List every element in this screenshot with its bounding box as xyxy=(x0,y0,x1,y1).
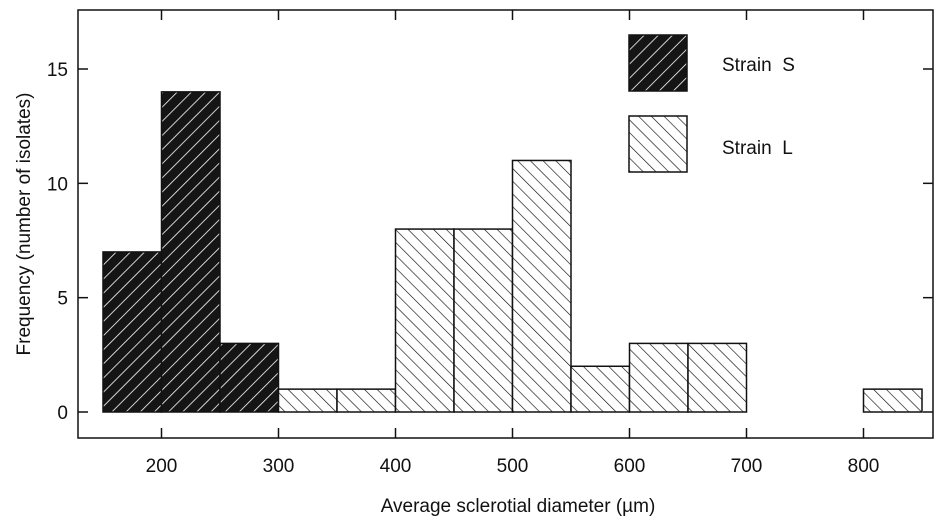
x-tick-label-300: 300 xyxy=(263,456,295,477)
x-tick-label-600: 600 xyxy=(614,456,646,477)
legend-label-strain-s: Strain S xyxy=(722,55,795,76)
bar-strain-s-200 xyxy=(160,91,221,413)
y-tick-label-0: 0 xyxy=(57,403,68,424)
x-tick-label-500: 500 xyxy=(497,456,529,477)
bars-group xyxy=(102,91,923,413)
legend-swatch-strain-l xyxy=(628,115,688,173)
y-tick-label-15: 15 xyxy=(47,60,68,81)
bar-strain-s-150 xyxy=(102,251,163,413)
y-tick-label-10: 10 xyxy=(47,174,68,195)
bar-strain-l-400 xyxy=(394,228,455,413)
x-tick-label-700: 700 xyxy=(731,456,763,477)
legend: Strain S Strain L xyxy=(628,34,795,173)
plot-frame xyxy=(77,9,934,439)
legend-swatch-strain-s xyxy=(628,34,688,92)
bar-strain-l-350 xyxy=(336,388,397,413)
bar-strain-s-250 xyxy=(219,342,280,413)
x-tick-label-800: 800 xyxy=(848,456,880,477)
y-tick-label-5: 5 xyxy=(57,289,68,310)
bar-strain-l-300 xyxy=(277,388,338,413)
y-axis: 0 5 10 15 xyxy=(47,60,933,424)
bar-strain-l-450 xyxy=(453,228,514,413)
bar-strain-l-650 xyxy=(687,342,748,413)
x-tick-label-400: 400 xyxy=(380,456,412,477)
y-axis-label: Frequency (number of isolates) xyxy=(14,93,35,356)
legend-label-strain-l: Strain L xyxy=(722,138,793,159)
x-axis-label: Average sclerotial diameter (µm) xyxy=(381,496,656,517)
x-axis: 200 300 400 500 600 700 800 xyxy=(146,10,880,477)
x-tick-label-200: 200 xyxy=(146,456,178,477)
bar-strain-l-500 xyxy=(511,159,572,413)
bar-strain-l-800 xyxy=(862,388,923,413)
bar-strain-l-600 xyxy=(628,342,689,413)
bar-strain-l-550 xyxy=(570,365,631,413)
